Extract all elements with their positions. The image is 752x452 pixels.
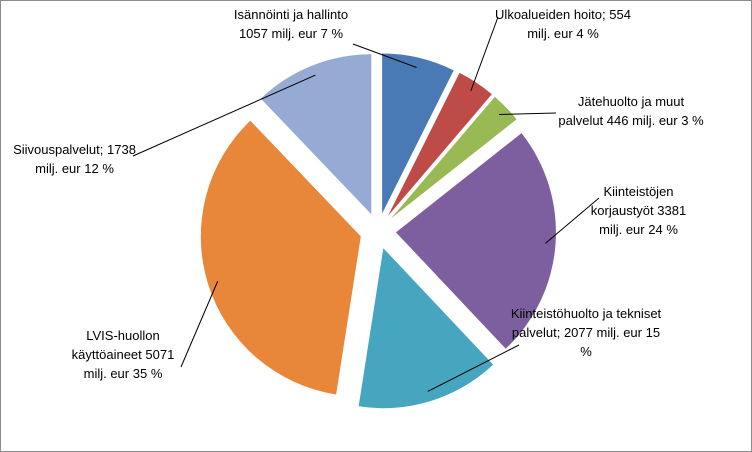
category-label: Siivouspalvelut; [13,142,104,157]
percent-label: 24 % [648,222,678,237]
percent-label: 4 % [576,26,599,41]
pie-slice [390,96,517,219]
value-label: 5071 milj. eur [83,347,175,381]
value-label: 3381 milj. eur [599,203,687,237]
category-label: LVIS-huollon käyttöaineet [71,328,160,362]
category-label: Ulkoalueiden hoito; [495,7,606,22]
category-label: Kiinteistöjen korjaustyöt [590,184,674,218]
data-label: Ulkoalueiden hoito; 554 milj. eur 4 % [493,5,633,43]
category-label: Isännöinti ja hallinto [233,7,349,22]
pie-slice [395,133,556,349]
data-label: Kiinteistöjen korjaustyöt 3381 milj. eur… [581,182,696,239]
percent-label: 12 % [84,161,114,176]
data-label: Jätehuolto ja muut palvelut 446 milj. eu… [556,92,706,130]
pie-slice [358,248,494,409]
data-label: Isännöinti ja hallinto 1057 milj. eur 7 … [223,5,359,43]
data-label: Siivouspalvelut; 1738 milj. eur 12 % [7,140,142,178]
leader-line [427,344,520,392]
pie-slice [260,54,372,215]
pie-slice [200,120,361,395]
percent-label: 35 % [132,366,163,381]
value-label: 446 milj. eur [606,113,678,128]
percent-label: 7 % [320,26,344,41]
leader-line [499,112,557,115]
value-label: 554 milj. eur [527,7,631,41]
leader-line [132,74,316,157]
leader-line [545,197,600,244]
pie-slice [382,53,454,214]
percent-label: 3 % [681,113,704,128]
leader-line [470,16,499,92]
category-label: Jätehuolto ja muut palvelut [558,94,685,128]
value-label: 2077 milj. eur [563,325,642,340]
category-label: Kiinteistöhuolto ja tekniset palvelut; [510,306,662,340]
data-label: LVIS-huollon käyttöaineet 5071 milj. eur… [63,326,183,383]
pie-slice [387,72,492,216]
data-label: Kiinteistöhuolto ja tekniset palvelut; 2… [506,304,666,361]
leader-line [180,281,219,368]
value-label: 1738 milj. eur [35,142,136,176]
percent-label: 15 % [580,325,661,359]
leader-line [352,43,417,68]
value-label: 1057 milj. eur [238,26,317,41]
